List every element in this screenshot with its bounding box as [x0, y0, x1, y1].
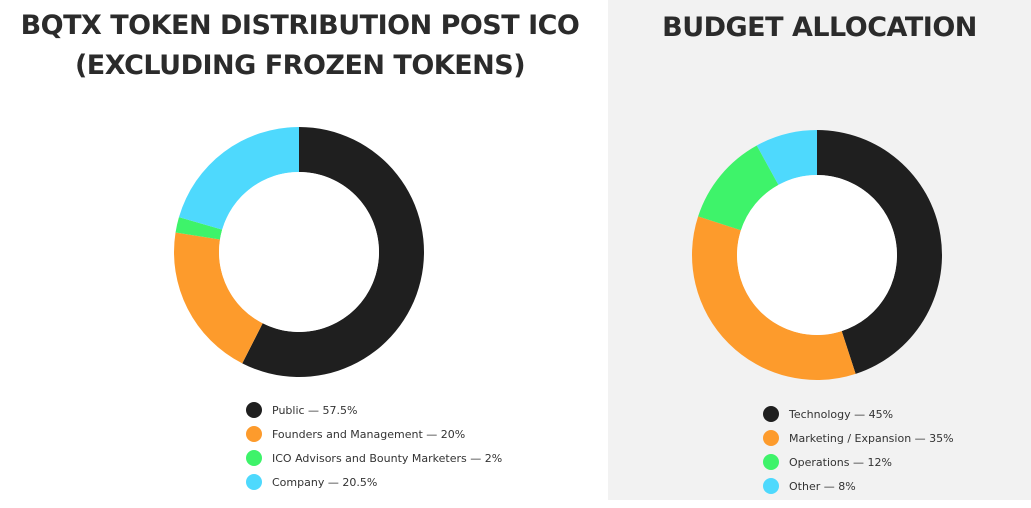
token-distribution-title: BQTX TOKEN DISTRIBUTION POST ICO (EXCLUD…	[0, 6, 600, 86]
legend-item-other: Other — 8%	[763, 474, 954, 498]
budget-allocation-title: BUDGET ALLOCATION	[608, 8, 1031, 48]
legend-item-operations: Operations — 12%	[763, 450, 954, 474]
legend-swatch-technology	[763, 406, 779, 422]
legend-item-technology: Technology — 45%	[763, 402, 954, 426]
slice-company	[178, 127, 299, 230]
legend-swatch-public	[246, 402, 262, 418]
legend-item-company: Company — 20.5%	[246, 470, 502, 494]
token-distribution-donut-chart	[174, 127, 424, 377]
token-distribution-panel: BQTX TOKEN DISTRIBUTION POST ICO (EXCLUD…	[0, 6, 600, 494]
legend-label-public: Public — 57.5%	[272, 403, 358, 417]
token-distribution-legend: Public — 57.5% Founders and Management —…	[246, 398, 502, 494]
slice-public	[242, 127, 424, 377]
legend-swatch-company	[246, 474, 262, 490]
budget-allocation-legend: Technology — 45% Marketing / Expansion —…	[763, 402, 954, 498]
budget-allocation-title-line-1: BUDGET ALLOCATION	[662, 12, 977, 43]
token-distribution-title-line-1: BQTX TOKEN DISTRIBUTION POST ICO	[20, 10, 580, 41]
donut-hole	[219, 172, 379, 332]
legend-swatch-ico-advisors	[246, 450, 262, 466]
legend-label-technology: Technology — 45%	[789, 407, 894, 421]
legend-swatch-founders	[246, 426, 262, 442]
legend-label-marketing-expansion: Marketing / Expansion — 35%	[789, 431, 954, 445]
legend-label-company: Company — 20.5%	[272, 475, 378, 489]
slice-operations	[698, 145, 779, 231]
legend-swatch-marketing-expansion	[763, 430, 779, 446]
token-distribution-title-line-2: (EXCLUDING FROZEN TOKENS)	[74, 50, 526, 81]
legend-item-ico-advisors: ICO Advisors and Bounty Marketers — 2%	[246, 446, 502, 470]
legend-swatch-other	[763, 478, 779, 494]
legend-item-founders: Founders and Management — 20%	[246, 422, 502, 446]
legend-label-other: Other — 8%	[789, 479, 856, 493]
slice-ico-advisors-and-bounty-marketers	[175, 217, 223, 240]
legend-label-operations: Operations — 12%	[789, 455, 892, 469]
budget-allocation-panel: BUDGET ALLOCATION Technology — 45% Marke…	[608, 0, 1031, 500]
donut-hole	[737, 175, 897, 335]
legend-label-ico-advisors: ICO Advisors and Bounty Marketers — 2%	[272, 451, 503, 465]
legend-label-founders: Founders and Management — 20%	[272, 427, 466, 441]
legend-swatch-operations	[763, 454, 779, 470]
slice-marketing-expansion	[692, 216, 856, 380]
slice-founders-and-management	[174, 232, 263, 364]
legend-item-public: Public — 57.5%	[246, 398, 502, 422]
budget-allocation-donut-chart	[692, 130, 943, 380]
slice-other	[756, 130, 817, 185]
slice-technology	[817, 130, 943, 374]
legend-item-marketing-expansion: Marketing / Expansion — 35%	[763, 426, 954, 450]
